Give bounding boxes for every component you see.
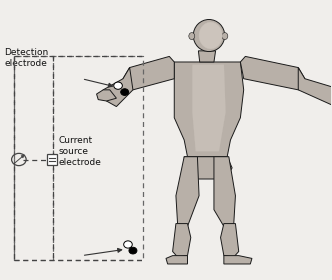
Polygon shape bbox=[184, 157, 232, 179]
Circle shape bbox=[124, 241, 132, 248]
Polygon shape bbox=[199, 51, 215, 62]
Polygon shape bbox=[103, 67, 133, 107]
Circle shape bbox=[129, 247, 137, 254]
FancyBboxPatch shape bbox=[47, 154, 56, 165]
Polygon shape bbox=[298, 67, 332, 112]
Polygon shape bbox=[123, 56, 174, 90]
Circle shape bbox=[114, 82, 123, 89]
Polygon shape bbox=[174, 62, 244, 157]
Polygon shape bbox=[176, 157, 199, 226]
Text: Current
source
electrode: Current source electrode bbox=[58, 136, 102, 167]
Ellipse shape bbox=[189, 32, 195, 39]
Ellipse shape bbox=[222, 32, 228, 39]
Polygon shape bbox=[193, 65, 225, 151]
Polygon shape bbox=[97, 90, 117, 101]
Text: Detection
electrode: Detection electrode bbox=[4, 48, 48, 68]
Polygon shape bbox=[220, 224, 239, 257]
Ellipse shape bbox=[199, 22, 222, 49]
Polygon shape bbox=[173, 224, 191, 257]
Ellipse shape bbox=[193, 20, 225, 52]
Polygon shape bbox=[214, 157, 235, 226]
Polygon shape bbox=[240, 56, 305, 90]
Polygon shape bbox=[224, 256, 252, 264]
Circle shape bbox=[121, 89, 128, 95]
Polygon shape bbox=[166, 256, 188, 264]
